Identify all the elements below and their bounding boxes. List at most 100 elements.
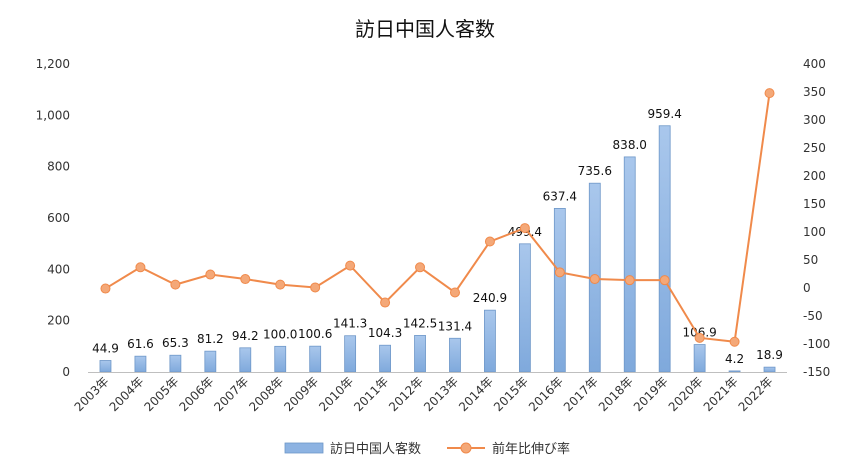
x-tick-label: 2005年	[142, 374, 182, 414]
line-series	[100, 88, 775, 347]
x-tick-label: 2016年	[526, 374, 566, 414]
bar	[693, 344, 706, 373]
bar-value-label: 141.3	[333, 317, 367, 331]
left-tick-label: 600	[47, 211, 70, 225]
line-point	[519, 223, 530, 234]
bar-value-label: 959.4	[648, 107, 682, 121]
bar	[239, 347, 252, 373]
x-tick-label: 2020年	[666, 374, 706, 414]
bar-value-label: 142.5	[403, 316, 437, 330]
left-tick-label: 400	[47, 262, 70, 276]
left-tick-label: 1,200	[36, 57, 70, 71]
x-tick-label: 2015年	[491, 374, 531, 414]
bar	[204, 350, 217, 373]
bar-value-label: 735.6	[578, 164, 612, 178]
right-tick-label: 150	[803, 197, 826, 211]
bar	[449, 337, 461, 373]
right-tick-label: 0	[803, 281, 811, 295]
bar-value-label: 18.9	[756, 348, 783, 362]
right-tick-label: -150	[803, 365, 830, 379]
legend-line-label: 前年比伸び率	[492, 441, 570, 457]
chart-title: 訪日中国人客数	[355, 17, 495, 41]
bar-value-label: 61.6	[127, 337, 154, 351]
legend-bar-swatch	[284, 442, 324, 454]
right-tick-label: 250	[803, 141, 826, 155]
right-tick-label: 200	[803, 169, 826, 183]
line-point	[240, 274, 251, 285]
left-tick-label: 1,000	[36, 108, 70, 122]
right-tick-label: 400	[803, 57, 826, 71]
x-tick-label: 2019年	[631, 374, 671, 414]
bar-value-label: 81.2	[197, 332, 224, 346]
bar	[763, 366, 776, 373]
x-tick-label: 2017年	[561, 374, 601, 414]
x-tick-label: 2021年	[701, 374, 741, 414]
bar	[518, 243, 531, 373]
bar-value-label: 104.3	[368, 326, 402, 340]
line-point	[415, 262, 426, 273]
line-point	[205, 269, 216, 280]
left-tick-label: 800	[47, 160, 70, 174]
x-tick-label: 2022年	[736, 374, 776, 414]
right-tick-label: 100	[803, 225, 826, 239]
bar-value-label: 838.0	[613, 138, 647, 152]
growth-line	[104, 92, 771, 343]
x-tick-label: 2011年	[351, 374, 391, 414]
line-point	[694, 332, 705, 343]
right-tick-label: 350	[803, 85, 826, 99]
bar	[414, 335, 426, 373]
bar	[553, 207, 566, 373]
bar-value-label: 100.0	[263, 327, 297, 341]
line-point	[275, 279, 286, 290]
right-tick-label: 50	[803, 253, 818, 267]
line-point	[764, 88, 775, 99]
legend-bar-label: 訪日中国人客数	[330, 441, 421, 457]
x-tick-label: 2008年	[246, 374, 286, 414]
line-point	[135, 262, 146, 273]
bar	[309, 345, 322, 373]
x-tick-label: 2007年	[211, 374, 251, 414]
line-point	[345, 260, 356, 271]
bar-value-label: 240.9	[473, 291, 507, 305]
x-tick-label: 2018年	[596, 374, 636, 414]
x-tick-label: 2004年	[107, 374, 147, 414]
x-tick-label: 2012年	[386, 374, 426, 414]
bar	[99, 360, 112, 373]
bar-value-label: 637.4	[543, 189, 577, 203]
left-tick-label: 0	[62, 365, 70, 379]
left-axis: 0 200 400 600 800 1,000 1,200	[36, 57, 70, 379]
bar	[274, 345, 287, 373]
legend-line-marker	[460, 442, 472, 454]
x-tick-label: 2010年	[316, 374, 356, 414]
legend: 訪日中国人客数 前年比伸び率	[284, 441, 570, 457]
line-point	[100, 283, 111, 294]
right-tick-label: 300	[803, 113, 826, 127]
bar	[134, 355, 147, 373]
bar	[379, 344, 391, 373]
bar	[658, 125, 671, 373]
line-point	[554, 267, 565, 278]
bar-value-label: 4.2	[725, 352, 744, 366]
line-point	[380, 297, 391, 308]
left-tick-label: 200	[47, 314, 70, 328]
bar	[484, 309, 496, 373]
line-point	[589, 274, 600, 285]
bar-value-label: 65.3	[162, 336, 189, 350]
bar	[344, 335, 357, 373]
bar	[169, 354, 182, 373]
right-tick-label: -50	[803, 309, 823, 323]
x-axis: 2003年2004年2005年2006年2007年2008年2009年2010年…	[72, 372, 787, 414]
right-axis: -150 -100 -50 0 50 100 150 200 250 300 350 400	[803, 57, 830, 379]
line-point	[659, 275, 670, 286]
line-point	[624, 275, 635, 286]
bar-value-label: 94.2	[232, 329, 259, 343]
x-tick-label: 2013年	[421, 374, 461, 414]
x-tick-label: 2014年	[456, 374, 496, 414]
bar	[728, 370, 741, 373]
bar-data-labels: 44.9 61.6 65.3 81.2 94.2 100.0 100.6141.3104.3…	[92, 107, 783, 366]
x-tick-label: 2009年	[281, 374, 321, 414]
line-point	[449, 287, 460, 298]
bar	[623, 156, 636, 373]
